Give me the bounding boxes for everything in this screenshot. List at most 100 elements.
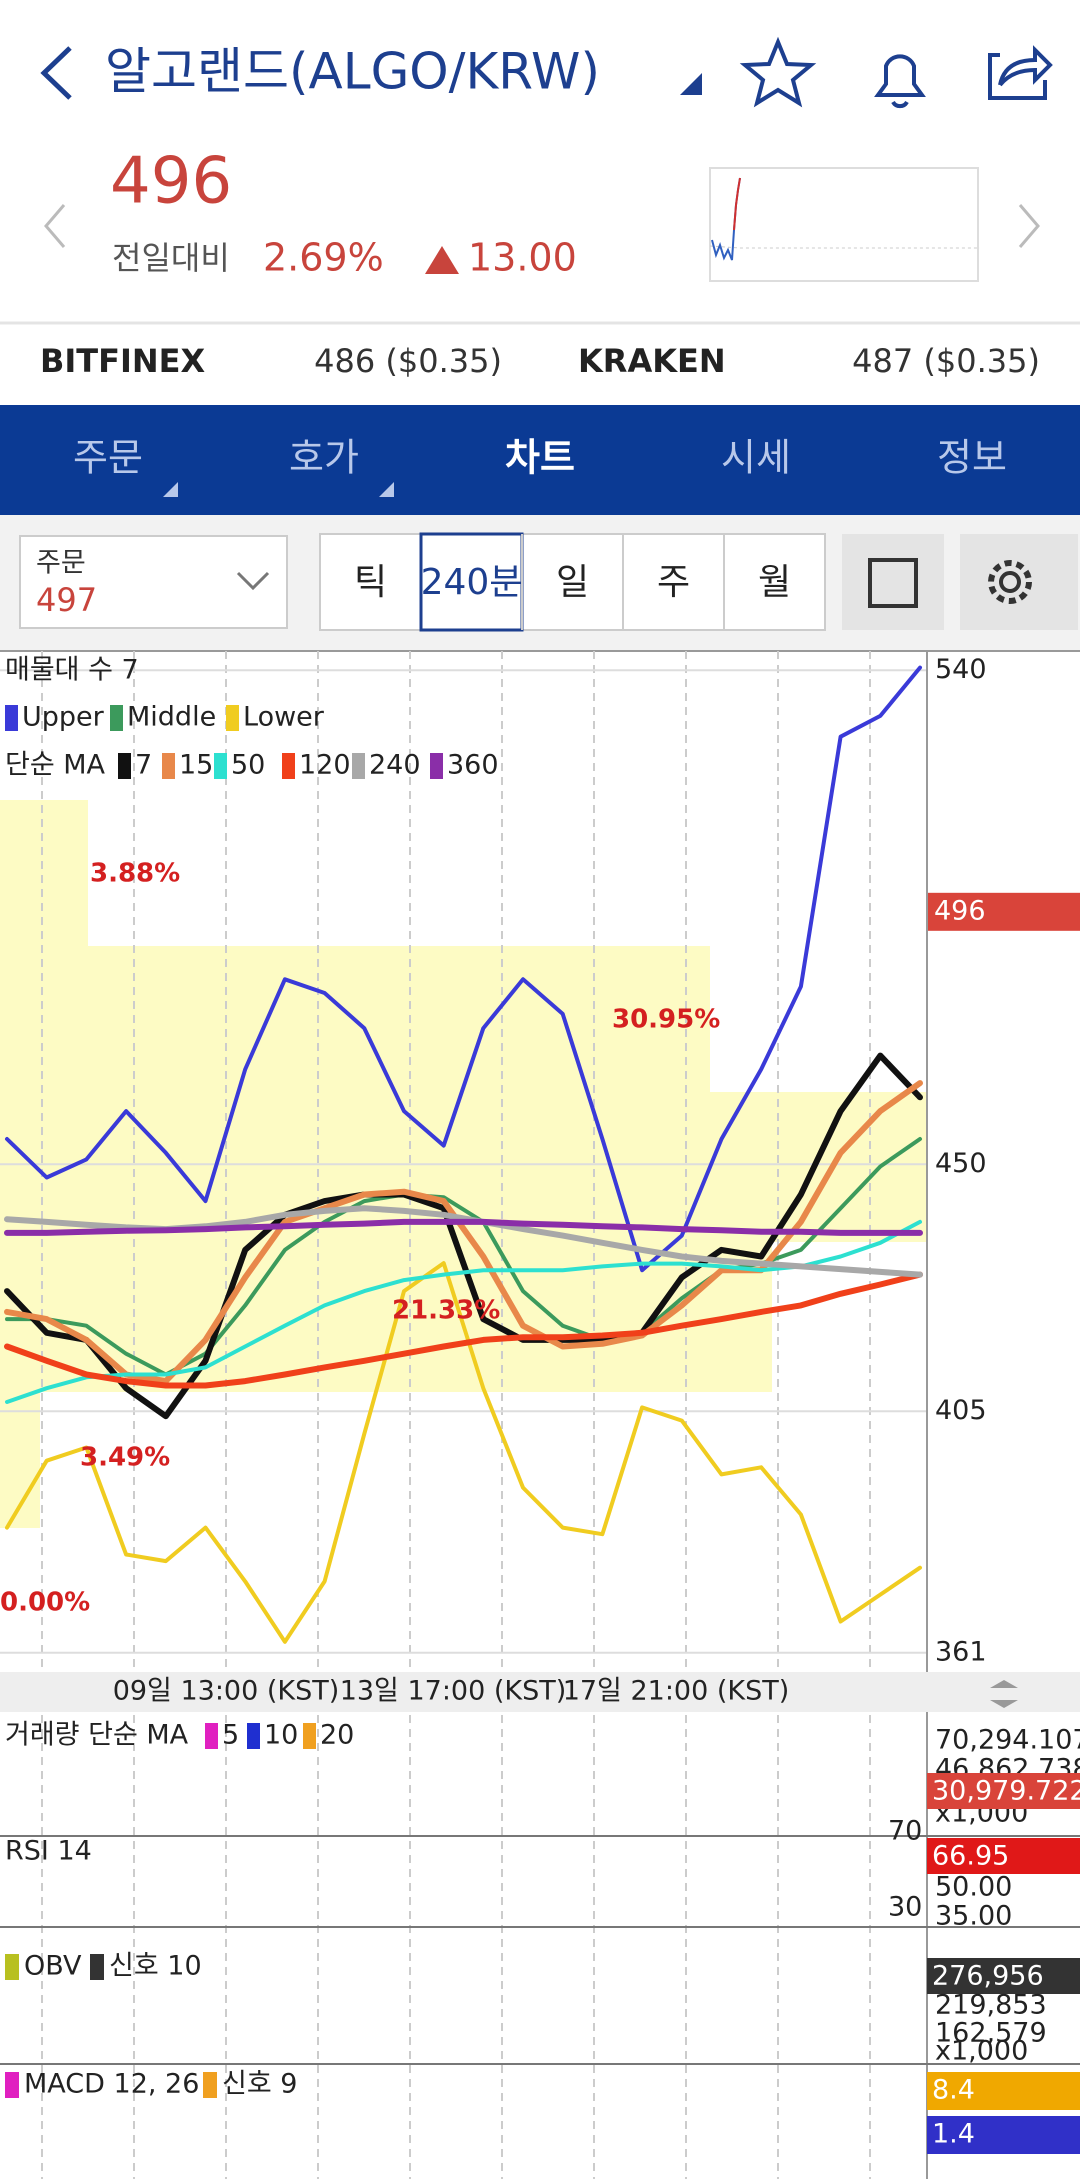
legend-swatch xyxy=(226,705,239,731)
exchange-price: 487 ($0.35) xyxy=(852,342,1040,380)
legend-swatch xyxy=(203,2072,217,2098)
y-tick-label: 361 xyxy=(935,1636,987,1667)
tab[interactable]: 주문 xyxy=(73,436,143,480)
interval-selector: 틱 240분 일 주 월 xyxy=(319,532,826,632)
interval-option[interactable]: 주 xyxy=(657,562,690,603)
mini-chart xyxy=(709,167,979,282)
legend-swatch xyxy=(5,2072,19,2098)
resize-handle[interactable] xyxy=(990,1680,1018,1708)
legend-label: 7 xyxy=(135,750,152,781)
legend-swatch xyxy=(303,1723,316,1749)
legend-swatch xyxy=(90,1954,104,1980)
prev-arrow[interactable] xyxy=(44,204,66,248)
legend-swatch xyxy=(205,1723,218,1749)
current-rsi: 66.95 xyxy=(932,1841,1009,1872)
exchange-price: 486 ($0.35) xyxy=(314,342,502,380)
share-icon[interactable] xyxy=(988,45,1053,100)
axis-label: 219,853 xyxy=(935,1990,1047,2021)
y-tick-label: 405 xyxy=(935,1395,987,1426)
settings-icon xyxy=(988,560,1032,604)
favorite-icon[interactable] xyxy=(739,36,817,108)
legend-label: Lower xyxy=(243,702,325,733)
legend-label: 120 xyxy=(299,750,351,781)
settings-icon-core xyxy=(999,571,1021,593)
back-button[interactable] xyxy=(40,46,72,100)
exchange-name: BITFINEX xyxy=(40,342,206,380)
change-pct: 2.69% xyxy=(263,236,384,280)
legend-label: Middle xyxy=(127,702,216,733)
obv-signal: 신호 10 xyxy=(109,1951,202,1982)
legend-swatch xyxy=(214,753,227,779)
legend-swatch xyxy=(162,753,175,779)
current-box xyxy=(927,1773,1080,1809)
tab[interactable]: 시세 xyxy=(721,436,791,480)
vertical-grid xyxy=(41,651,871,2179)
legend-label: 50 xyxy=(231,750,265,781)
alarm-icon[interactable] xyxy=(874,54,926,109)
interval-option[interactable]: 틱 xyxy=(354,562,387,603)
profile-box xyxy=(772,1092,927,1242)
tab[interactable]: 차트 xyxy=(505,436,575,480)
order-box[interactable] xyxy=(19,535,288,629)
profile-box xyxy=(0,800,88,946)
volume-legend: 5 10 20 xyxy=(205,1720,354,1751)
x-tick-label: 17일 21:00 (KST) xyxy=(563,1676,790,1707)
title-dropdown[interactable] xyxy=(680,73,702,95)
series-line xyxy=(5,1261,922,1644)
draw-button[interactable] xyxy=(842,534,944,630)
profile-box xyxy=(0,1092,772,1392)
current-macd-signal: 1.4 xyxy=(932,2119,975,2150)
volume-label: 거래량 단순 MA xyxy=(5,1720,189,1751)
legend-label: 20 xyxy=(320,1720,354,1751)
macd-signal: 신호 9 xyxy=(222,2069,297,2100)
chart-area xyxy=(0,650,1080,2179)
series-line xyxy=(5,665,922,1273)
interval-option[interactable]: 일 xyxy=(556,562,589,603)
legend-label: 10 xyxy=(264,1720,298,1751)
legend-ma-label: 단순 MA xyxy=(5,750,106,781)
interval-option[interactable]: 월 xyxy=(758,562,791,603)
annotation: 30.95% xyxy=(612,1005,720,1035)
next-arrow[interactable] xyxy=(1018,204,1040,248)
tab[interactable]: 정보 xyxy=(937,436,1007,480)
main-chart: 540 450 405 361 496 3.88% 30.95% 21.33% 3.49% 0.0… xyxy=(0,654,1080,1667)
legend-swatch xyxy=(282,753,295,779)
macd-label: MACD 12, 26 xyxy=(24,2069,199,2100)
change-abs: 13.00 xyxy=(468,236,577,280)
legend-swatch xyxy=(110,705,123,731)
order-label: 주문 xyxy=(36,548,86,579)
axis-label: 50.00 xyxy=(935,1872,1012,1903)
current-price-label: 496 xyxy=(934,895,986,926)
annotation: 3.88% xyxy=(90,859,180,889)
legend-label: 15 xyxy=(179,750,213,781)
x-axis-band xyxy=(0,1672,1080,1712)
annotation: 21.33% xyxy=(392,1296,500,1326)
x-tick-label: 09일 13:00 (KST) xyxy=(113,1676,340,1707)
tab-menu-marker xyxy=(379,482,394,497)
tab-menu-marker xyxy=(163,482,178,497)
tabs: 주문 호가 차트 시세 정보 xyxy=(73,436,1007,497)
mini-chart-base xyxy=(709,245,980,249)
axis-label: 70,294.107 xyxy=(935,1725,1080,1756)
interval-option[interactable]: 240분 xyxy=(421,562,523,603)
legend-swatch xyxy=(352,753,365,779)
up-triangle xyxy=(425,246,459,274)
order-value: 497 xyxy=(36,581,97,619)
legend-swatch xyxy=(247,1723,260,1749)
interval-selected xyxy=(419,532,524,632)
tab[interactable]: 호가 xyxy=(289,436,359,480)
x-tick-label: 13일 17:00 (KST) xyxy=(340,1676,567,1707)
legend-swatch xyxy=(118,753,131,779)
series-line xyxy=(4,1271,923,1389)
order-dropdown[interactable] xyxy=(236,571,270,591)
exchange-name: KRAKEN xyxy=(578,342,726,380)
legend-label: Upper xyxy=(22,702,105,733)
current-box xyxy=(927,1958,1080,1994)
annotation: 3.49% xyxy=(80,1443,170,1473)
annotation: 0.00% xyxy=(0,1588,90,1618)
axis-label: 162,579 xyxy=(935,2018,1047,2049)
current-box xyxy=(927,2116,1080,2154)
series-line xyxy=(5,1219,922,1404)
